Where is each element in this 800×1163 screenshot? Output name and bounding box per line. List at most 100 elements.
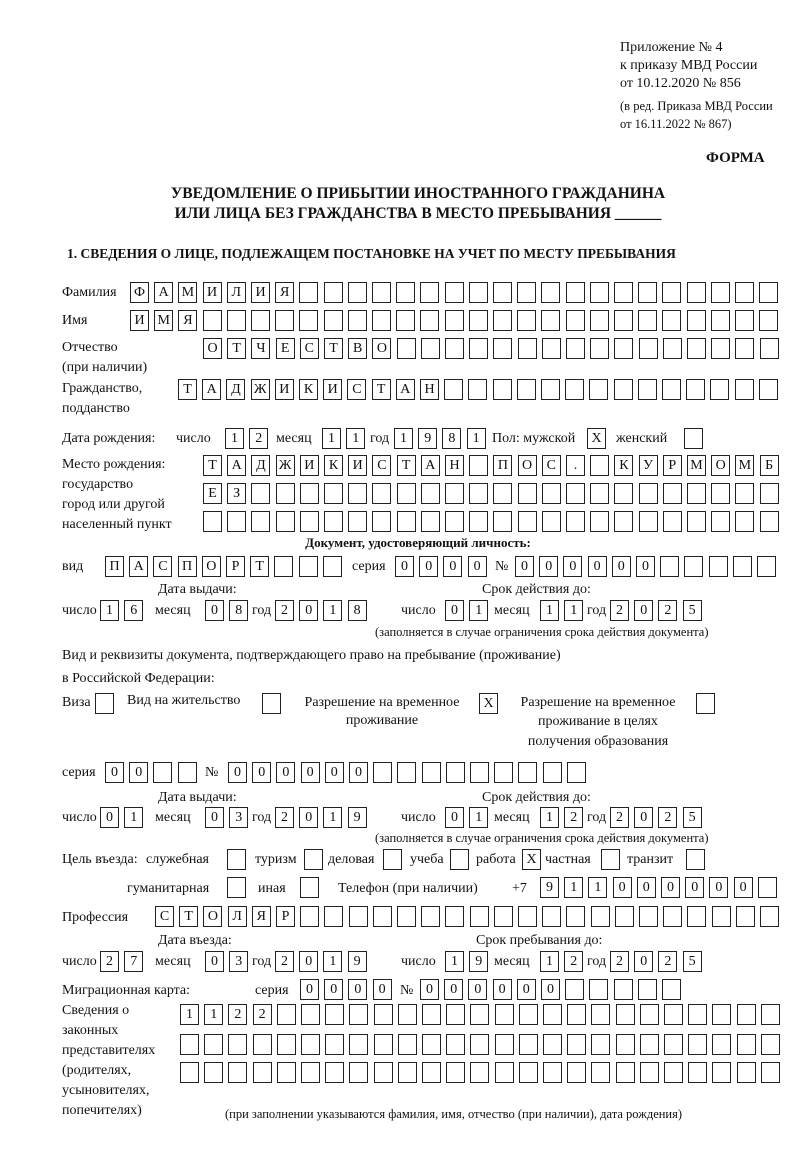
char-box[interactable] bbox=[469, 906, 489, 927]
char-box[interactable] bbox=[299, 483, 319, 504]
char-box[interactable] bbox=[541, 282, 561, 303]
char-box[interactable] bbox=[383, 849, 402, 870]
char-box[interactable] bbox=[227, 849, 246, 870]
char-box[interactable]: О bbox=[372, 338, 392, 359]
char-box[interactable]: 0 bbox=[516, 979, 536, 1000]
char-box[interactable] bbox=[759, 483, 779, 504]
char-box[interactable] bbox=[325, 1062, 345, 1083]
char-box[interactable] bbox=[301, 1004, 320, 1025]
char-box[interactable]: 9 bbox=[469, 951, 489, 972]
char-box[interactable]: X bbox=[522, 849, 541, 870]
char-box[interactable] bbox=[324, 483, 343, 504]
char-box[interactable]: 3 bbox=[229, 807, 249, 828]
char-box[interactable] bbox=[180, 1062, 199, 1083]
purpose-work-checkbox[interactable]: X bbox=[522, 849, 546, 871]
char-box[interactable] bbox=[494, 1004, 514, 1025]
char-box[interactable]: 0 bbox=[587, 556, 607, 577]
char-box[interactable] bbox=[468, 282, 488, 303]
char-box[interactable] bbox=[760, 1062, 780, 1083]
char-box[interactable]: Б bbox=[759, 455, 779, 476]
char-box[interactable]: 0 bbox=[444, 979, 464, 1000]
char-box[interactable]: 0 bbox=[443, 556, 463, 577]
char-box[interactable] bbox=[736, 1062, 756, 1083]
char-box[interactable]: 0 bbox=[252, 762, 272, 783]
residence-permit-checkbox[interactable] bbox=[262, 693, 286, 715]
char-box[interactable]: 2 bbox=[610, 807, 629, 828]
char-box[interactable]: Ч bbox=[251, 338, 271, 359]
char-box[interactable]: Р bbox=[662, 455, 682, 476]
char-box[interactable]: 5 bbox=[682, 951, 702, 972]
char-box[interactable] bbox=[567, 1004, 587, 1025]
char-box[interactable] bbox=[252, 1034, 272, 1055]
char-box[interactable]: Т bbox=[371, 379, 391, 400]
char-box[interactable]: 1 bbox=[323, 951, 343, 972]
char-box[interactable] bbox=[614, 906, 634, 927]
char-box[interactable] bbox=[422, 1004, 441, 1025]
representatives-line-3[interactable] bbox=[180, 1062, 785, 1084]
char-box[interactable]: X bbox=[587, 428, 606, 449]
char-box[interactable] bbox=[251, 511, 271, 532]
temp-residence-checkbox[interactable]: X bbox=[479, 693, 503, 715]
char-box[interactable] bbox=[543, 1062, 562, 1083]
representatives-line-2[interactable] bbox=[180, 1034, 785, 1056]
char-box[interactable]: 0 bbox=[634, 600, 654, 621]
char-box[interactable]: 1 bbox=[469, 807, 489, 828]
char-box[interactable] bbox=[711, 338, 731, 359]
char-box[interactable] bbox=[590, 906, 610, 927]
char-box[interactable]: Я bbox=[251, 906, 271, 927]
char-box[interactable]: X bbox=[479, 693, 498, 714]
char-box[interactable]: 1 bbox=[225, 428, 244, 449]
char-box[interactable] bbox=[542, 906, 562, 927]
char-box[interactable] bbox=[446, 1004, 466, 1025]
char-box[interactable]: Е bbox=[275, 338, 295, 359]
char-box[interactable] bbox=[590, 455, 610, 476]
char-box[interactable] bbox=[493, 483, 513, 504]
char-box[interactable] bbox=[180, 1034, 199, 1055]
char-box[interactable]: 0 bbox=[445, 600, 464, 621]
char-box[interactable] bbox=[541, 338, 561, 359]
char-box[interactable] bbox=[735, 483, 755, 504]
char-box[interactable] bbox=[566, 511, 585, 532]
char-box[interactable]: К bbox=[324, 455, 343, 476]
char-box[interactable] bbox=[711, 483, 731, 504]
char-box[interactable] bbox=[262, 693, 281, 714]
char-box[interactable] bbox=[760, 1034, 780, 1055]
char-box[interactable]: 1 bbox=[445, 951, 464, 972]
char-box[interactable]: С bbox=[153, 556, 173, 577]
char-box[interactable]: 1 bbox=[124, 807, 144, 828]
char-box[interactable]: П bbox=[493, 455, 513, 476]
char-box[interactable] bbox=[396, 310, 416, 331]
char-box[interactable]: 0 bbox=[612, 877, 632, 898]
char-box[interactable]: Н bbox=[420, 379, 439, 400]
char-box[interactable] bbox=[686, 379, 706, 400]
char-box[interactable] bbox=[565, 310, 585, 331]
char-box[interactable]: 0 bbox=[349, 762, 368, 783]
char-box[interactable]: Е bbox=[203, 483, 222, 504]
char-box[interactable] bbox=[446, 1062, 466, 1083]
purpose-study-checkbox[interactable] bbox=[450, 849, 474, 871]
char-box[interactable]: 0 bbox=[105, 762, 124, 783]
char-box[interactable] bbox=[445, 906, 465, 927]
char-box[interactable]: 0 bbox=[733, 877, 753, 898]
char-box[interactable] bbox=[468, 310, 488, 331]
char-box[interactable] bbox=[542, 762, 562, 783]
char-box[interactable] bbox=[420, 338, 440, 359]
char-box[interactable] bbox=[470, 762, 489, 783]
char-box[interactable] bbox=[660, 556, 680, 577]
char-box[interactable] bbox=[541, 379, 560, 400]
char-box[interactable] bbox=[445, 511, 464, 532]
char-box[interactable] bbox=[541, 483, 561, 504]
char-box[interactable]: 0 bbox=[515, 556, 534, 577]
